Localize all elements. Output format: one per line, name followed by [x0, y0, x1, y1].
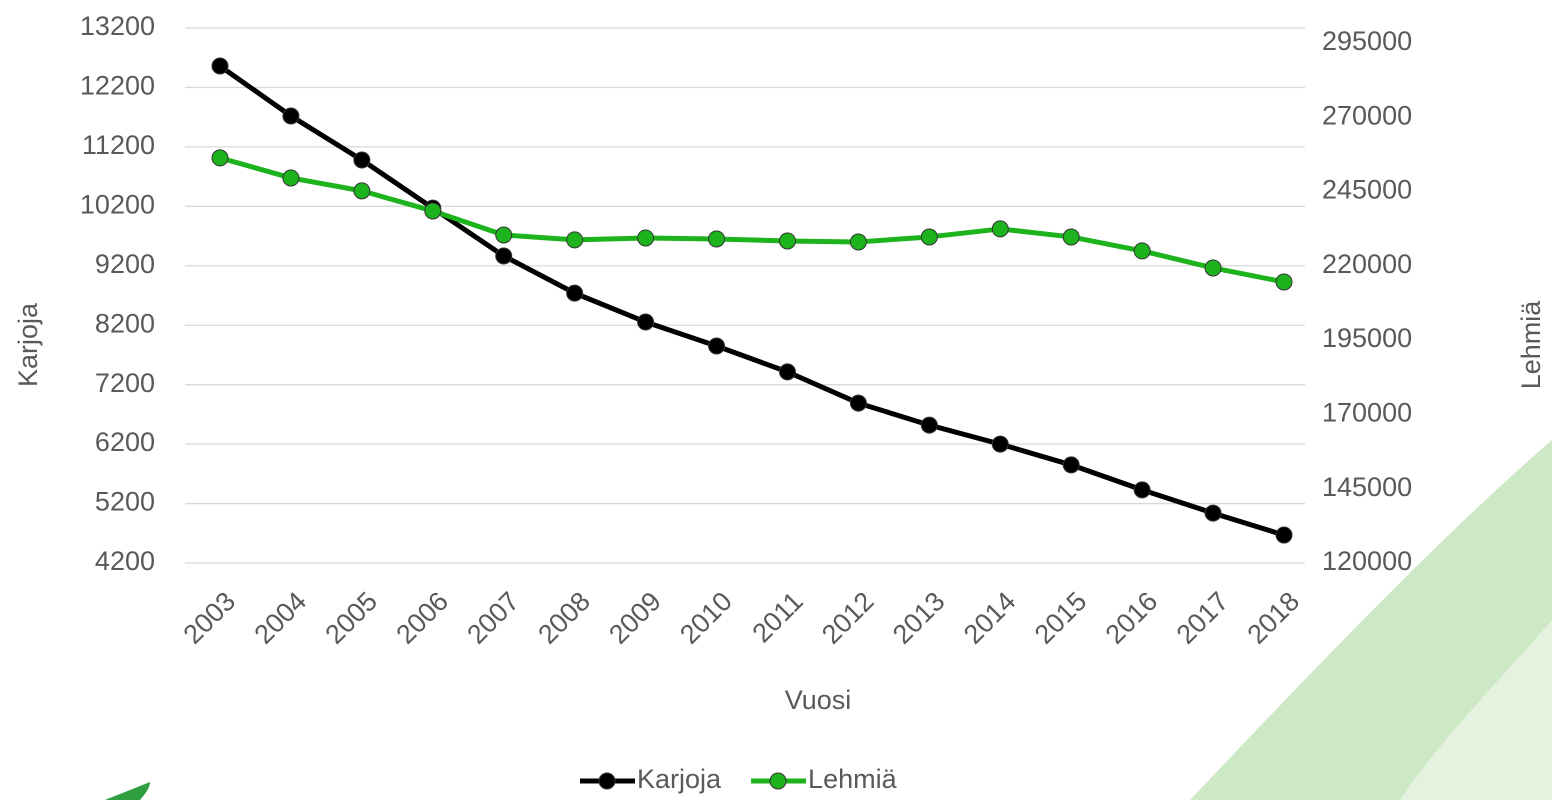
point: [991, 220, 1009, 238]
point: [566, 284, 584, 302]
y2-tick-label: 120000: [1322, 546, 1412, 576]
point: [849, 233, 867, 251]
x-tick-label: 2017: [1171, 586, 1235, 650]
point: [353, 151, 371, 169]
x-tick-label: 2013: [887, 586, 951, 650]
point: [778, 232, 796, 250]
y-tick-label: 7200: [95, 368, 155, 398]
point: [1275, 526, 1293, 544]
point: [495, 226, 513, 244]
x-tick-label: 2015: [1029, 586, 1093, 650]
point: [637, 313, 655, 331]
series-line: [218, 64, 1285, 538]
x-tick-label: 2011: [746, 586, 808, 648]
background-swoosh: [105, 782, 150, 800]
legend-label: Lehmiä: [808, 764, 898, 794]
x-tick-label: 2007: [461, 586, 525, 650]
x-axis-title: Vuosi: [785, 685, 852, 715]
point: [1062, 456, 1080, 474]
x-tick-label: 2006: [390, 586, 454, 650]
point: [920, 416, 938, 434]
x-tick-label: 2003: [178, 586, 242, 650]
y2-tick-label: 170000: [1322, 398, 1412, 428]
y2-tick-label: 295000: [1322, 26, 1412, 56]
y-tick-label: 6200: [95, 427, 155, 457]
y2-tick-label: 220000: [1322, 249, 1412, 279]
series-line: [219, 155, 1285, 285]
x-tick-label: 2018: [1242, 586, 1306, 650]
background-swoosh: [1190, 440, 1552, 800]
x-tick-label: 2005: [319, 586, 383, 650]
point: [1204, 259, 1222, 277]
y-tick-label: 9200: [95, 249, 155, 279]
x-tick-label: 2008: [532, 586, 596, 650]
point: [566, 231, 584, 249]
y2-tick-label: 195000: [1322, 323, 1412, 353]
point: [708, 337, 726, 355]
legend-label: Karjoja: [637, 764, 722, 794]
y2-axis-title: Lehmiä: [1516, 300, 1546, 390]
x-tick-label: 2009: [603, 586, 667, 650]
point: [849, 394, 867, 412]
y-tick-label: 12200: [80, 71, 155, 101]
point: [495, 247, 513, 265]
point: [1133, 481, 1151, 499]
y-axis-title: Karjoja: [13, 302, 43, 387]
point: [708, 230, 726, 248]
y-tick-label: 5200: [95, 487, 155, 517]
point: [1204, 504, 1222, 522]
legend-marker: [598, 772, 616, 790]
point: [282, 169, 300, 187]
point: [1062, 228, 1080, 246]
point: [211, 149, 229, 167]
point: [424, 202, 442, 220]
y-tick-label: 10200: [80, 189, 155, 219]
point: [637, 229, 655, 247]
x-tick-label: 2012: [816, 586, 880, 650]
point: [778, 363, 796, 381]
y-tick-label: 8200: [95, 308, 155, 338]
point: [1133, 242, 1151, 260]
x-tick-label: 2004: [249, 586, 313, 650]
y-tick-label: 4200: [95, 546, 155, 576]
x-tick-label: 2010: [674, 586, 738, 650]
point: [353, 182, 371, 200]
x-tick-label: 2014: [958, 586, 1022, 650]
y2-tick-label: 270000: [1322, 100, 1412, 130]
y-tick-label: 11200: [82, 130, 155, 160]
point: [920, 228, 938, 246]
point: [991, 435, 1009, 453]
y-tick-label: 13200: [80, 11, 155, 41]
legend-marker: [769, 772, 787, 790]
x-tick-label: 2016: [1100, 586, 1164, 650]
point: [211, 57, 229, 75]
point: [1275, 273, 1293, 291]
point: [282, 107, 300, 125]
background-swoosh: [1400, 620, 1552, 800]
y2-tick-label: 245000: [1322, 175, 1412, 205]
y2-tick-label: 145000: [1322, 472, 1412, 502]
